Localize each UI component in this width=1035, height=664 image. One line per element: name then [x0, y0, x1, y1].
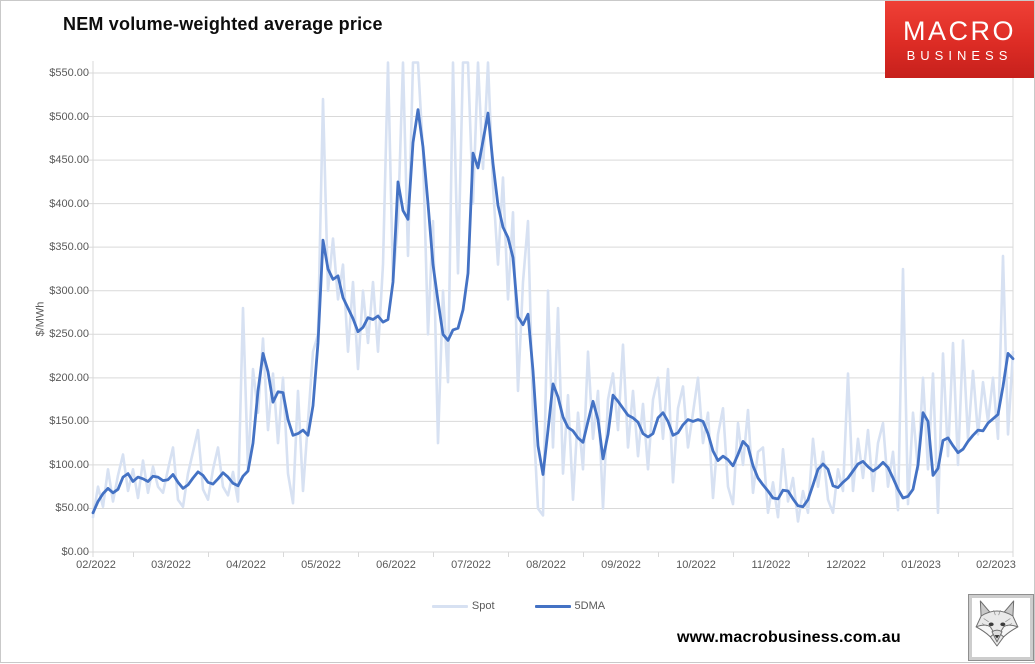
fox-head-sketch-icon: [975, 600, 1019, 647]
x-axis-tick-label: 08/2022: [526, 559, 566, 571]
y-axis-tick-label: $50.00: [55, 502, 89, 515]
x-axis-tick-label: 10/2022: [676, 559, 716, 571]
y-axis-tick-label: $400.00: [49, 197, 89, 210]
x-axis-tick-label: 01/2023: [901, 559, 941, 571]
logo-line2: BUSINESS: [906, 47, 1013, 63]
y-axis-tick-label: $550.00: [49, 67, 89, 79]
x-axis-tick-label: 03/2022: [151, 559, 191, 571]
y-axis-tick-label: $100.00: [49, 458, 89, 471]
x-axis-tick-label: 12/2022: [826, 559, 866, 571]
x-axis-tick-label: 07/2022: [451, 559, 491, 571]
x-axis-tick-label: 11/2022: [751, 559, 791, 571]
y-axis-tick-label: $450.00: [49, 154, 89, 167]
y-axis-tick-label: $0.00: [61, 546, 89, 558]
x-axis-tick-label: 06/2022: [376, 559, 416, 571]
macrobusiness-logo: MACRO BUSINESS: [885, 1, 1034, 78]
fox-logo-frame: [968, 594, 1034, 661]
website-url-text: www.macrobusiness.com.au: [677, 629, 901, 646]
x-axis-tick-label: 09/2022: [601, 559, 641, 571]
y-axis-tick-label: $300.00: [49, 284, 89, 297]
logo-line1: MACRO: [903, 15, 1016, 46]
y-axis-tick-label: $250.00: [49, 328, 89, 341]
x-axis-tick-label: 04/2022: [226, 559, 266, 571]
x-axis-tick-label: 02/2023: [976, 559, 1016, 571]
chart-title: NEM volume-weighted average price: [63, 14, 383, 34]
y-axis-tick-label: $500.00: [49, 110, 89, 123]
y-axis-tick-label: $150.00: [49, 415, 89, 428]
y-axis-tick-label: $350.00: [49, 241, 89, 254]
y-axis-tick-label: $200.00: [49, 371, 89, 384]
x-axis-tick-label: 05/2022: [301, 559, 341, 571]
x-axis-tick-label: 02/2022: [76, 559, 116, 571]
